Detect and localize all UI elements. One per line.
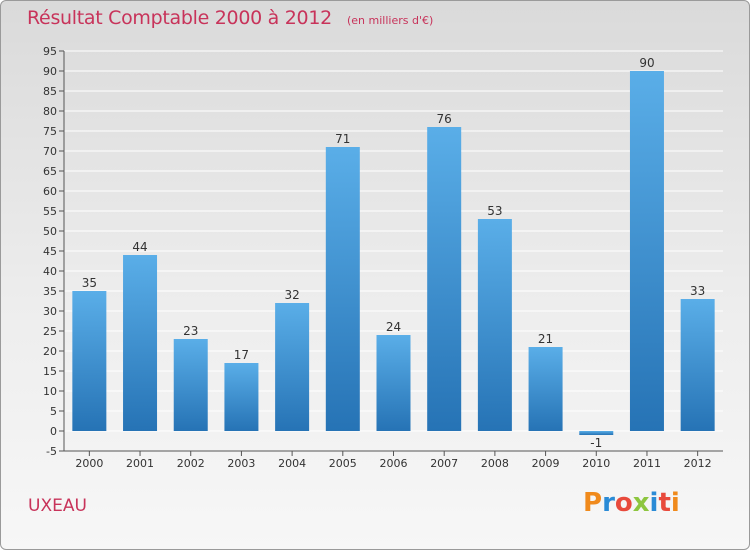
y-tick-label: 5 <box>50 405 57 418</box>
data-label-2000: 35 <box>82 276 97 290</box>
data-label-2005: 71 <box>335 132 350 146</box>
x-tick-label-2002: 2002 <box>177 457 205 470</box>
logo-letter: r <box>602 488 615 518</box>
logo-letter: x <box>632 488 650 518</box>
x-tick-label-2006: 2006 <box>380 457 408 470</box>
y-tick-label: 0 <box>50 425 57 438</box>
y-tick-label: 75 <box>43 125 57 138</box>
y-tick-label: 20 <box>43 345 57 358</box>
data-label-2007: 76 <box>437 112 452 126</box>
logo-letter: P <box>583 488 603 518</box>
y-tick-label: 25 <box>43 325 57 338</box>
bar-2006 <box>376 335 411 431</box>
bar-2000 <box>72 291 107 431</box>
bar-2001 <box>123 255 158 431</box>
y-tick-label: 55 <box>43 205 57 218</box>
y-tick-label: 45 <box>43 245 57 258</box>
y-tick-label: 95 <box>43 45 57 58</box>
x-tick-label-2003: 2003 <box>227 457 255 470</box>
x-tick-label-2009: 2009 <box>532 457 560 470</box>
x-tick-label-2001: 2001 <box>126 457 154 470</box>
y-tick-label: -5 <box>46 445 57 458</box>
x-tick-label-2004: 2004 <box>278 457 306 470</box>
chart-title-block: Résultat Comptable 2000 à 2012 (en milli… <box>27 7 433 29</box>
data-label-2011: 90 <box>639 56 654 70</box>
y-tick-label: 65 <box>43 165 57 178</box>
y-tick-label: 35 <box>43 285 57 298</box>
x-tick-label-2008: 2008 <box>481 457 509 470</box>
x-tick-label-2007: 2007 <box>430 457 458 470</box>
data-label-2009: 21 <box>538 332 553 346</box>
data-label-2003: 17 <box>234 348 249 362</box>
bar-2010 <box>579 431 614 435</box>
data-label-2004: 32 <box>284 288 299 302</box>
data-label-2010: -1 <box>590 436 602 450</box>
x-tick-label-2011: 2011 <box>633 457 661 470</box>
data-label-2012: 33 <box>690 284 705 298</box>
bar-2009 <box>528 347 563 431</box>
y-tick-label: 70 <box>43 145 57 158</box>
logo-letter: t <box>658 488 671 518</box>
data-label-2008: 53 <box>487 204 502 218</box>
y-tick-label: 90 <box>43 65 57 78</box>
data-label-2002: 23 <box>183 324 198 338</box>
y-tick-label: 85 <box>43 85 57 98</box>
y-tick-label: 50 <box>43 225 57 238</box>
bar-2004 <box>275 303 310 431</box>
y-tick-label: 80 <box>43 105 57 118</box>
chart-title: Résultat Comptable 2000 à 2012 <box>27 7 332 29</box>
data-label-2006: 24 <box>386 320 401 334</box>
bar-2003 <box>224 363 259 431</box>
bar-2012 <box>680 299 715 431</box>
bar-2002 <box>173 339 208 431</box>
bar-2007 <box>427 127 462 431</box>
bar-2008 <box>477 219 512 431</box>
x-tick-label-2005: 2005 <box>329 457 357 470</box>
x-tick-label-2000: 2000 <box>75 457 103 470</box>
x-tick-label-2010: 2010 <box>582 457 610 470</box>
y-tick-label: 40 <box>43 265 57 278</box>
bar-2011 <box>629 71 664 431</box>
data-label-2001: 44 <box>132 240 147 254</box>
x-tick-label-2012: 2012 <box>684 457 712 470</box>
y-tick-label: 60 <box>43 185 57 198</box>
logo-letter: i <box>649 488 659 518</box>
logo-letter: i <box>670 488 680 518</box>
chart-subtitle: (en milliers d'€) <box>346 14 434 27</box>
logo-letter: o <box>614 488 633 518</box>
y-tick-label: 15 <box>43 365 57 378</box>
y-tick-label: 30 <box>43 305 57 318</box>
bar-2005 <box>325 147 360 431</box>
y-tick-label: 10 <box>43 385 57 398</box>
location-name: UXEAU <box>28 496 87 516</box>
